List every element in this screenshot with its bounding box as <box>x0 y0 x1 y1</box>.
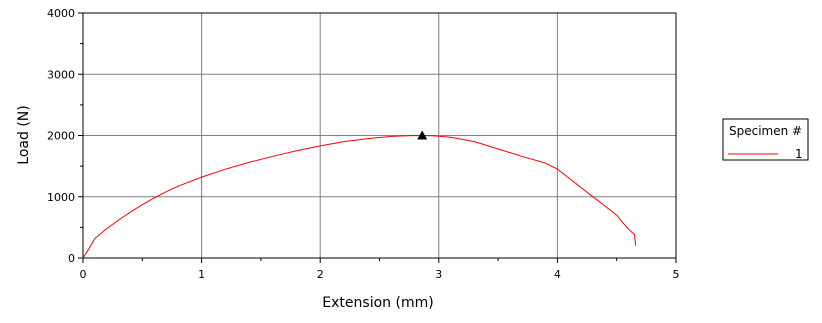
grid <box>83 13 676 258</box>
x-tick-label: 5 <box>673 268 680 281</box>
y-tick-label: 1000 <box>47 191 75 204</box>
y-tick-label: 3000 <box>47 68 75 81</box>
legend: Specimen # 1 <box>722 118 809 161</box>
axes <box>82 12 677 259</box>
y-tick-label: 0 <box>68 252 75 265</box>
y-axis-title: Load (N) <box>16 105 32 164</box>
x-tick-label: 2 <box>317 268 324 281</box>
x-tick-label: 4 <box>554 268 561 281</box>
x-tick-label: 1 <box>198 268 205 281</box>
legend-series-label: 1 <box>795 147 803 161</box>
x-axis-title: Extension (mm) <box>322 295 433 311</box>
axis-ticks <box>78 12 677 263</box>
legend-title: Specimen # <box>729 124 802 138</box>
series-group <box>82 134 637 259</box>
y-tick-label: 2000 <box>47 130 75 143</box>
plot-frame <box>82 12 677 259</box>
legend-box <box>722 118 809 161</box>
x-tick-labels: 0 1 2 3 4 5 <box>80 268 680 281</box>
series-line-1 <box>82 134 637 259</box>
y-tick-label: 4000 <box>47 7 75 20</box>
max-load-marker <box>417 130 428 140</box>
markers-group <box>417 130 428 140</box>
x-tick-label: 0 <box>80 268 87 281</box>
y-tick-labels: 0 1000 2000 3000 4000 <box>47 7 75 265</box>
x-tick-label: 3 <box>435 268 442 281</box>
